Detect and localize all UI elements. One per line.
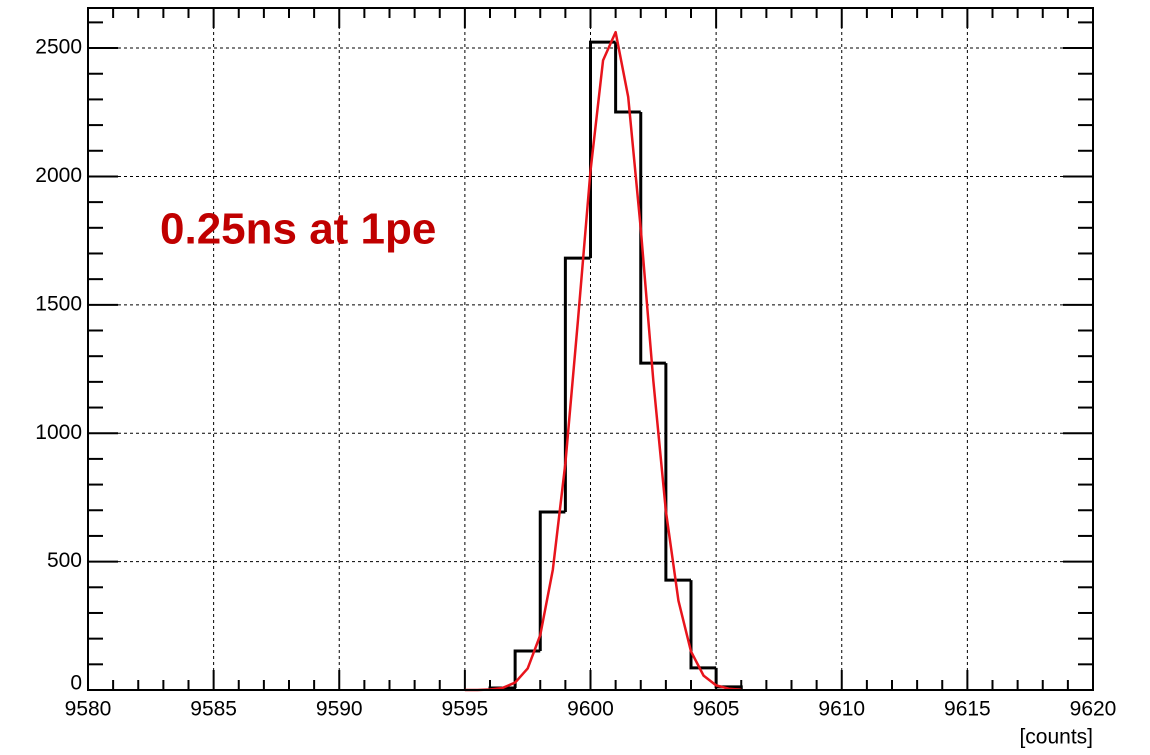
x-tick-label: 9605 bbox=[693, 698, 740, 721]
y-tick-label: 0 bbox=[70, 672, 82, 695]
histogram-bin bbox=[714, 667, 743, 690]
histogram-bin bbox=[614, 42, 641, 114]
x-tick-label: 9590 bbox=[316, 698, 363, 721]
y-tick-label: 1500 bbox=[35, 292, 82, 315]
plot-frame bbox=[87, 7, 1094, 691]
x-tick-label: 9585 bbox=[190, 698, 237, 721]
fit-curve bbox=[464, 30, 742, 692]
histogram-bin bbox=[513, 649, 541, 688]
y-tick-label: 2500 bbox=[35, 36, 82, 59]
x-tick-label: 9615 bbox=[944, 698, 991, 721]
x-tick-label: 9600 bbox=[567, 698, 614, 721]
histogram-bin bbox=[538, 510, 566, 651]
histogram-bin bbox=[689, 580, 717, 670]
x-axis-label: [counts] bbox=[1019, 726, 1093, 749]
y-tick-label: 500 bbox=[47, 549, 82, 572]
x-tick-label: 9610 bbox=[818, 698, 865, 721]
x-tick-label: 9620 bbox=[1070, 698, 1117, 721]
histogram-bin bbox=[664, 363, 691, 582]
histogram-bin bbox=[639, 111, 666, 365]
histogram-bin bbox=[563, 256, 591, 513]
y-tick-label: 1000 bbox=[35, 421, 82, 444]
histogram-bin bbox=[589, 40, 616, 259]
x-tick-label: 9580 bbox=[65, 698, 112, 721]
y-tick-label: 2000 bbox=[35, 164, 82, 187]
x-tick-label: 9595 bbox=[442, 698, 489, 721]
annotation: 0.25ns at 1pe bbox=[160, 205, 436, 254]
